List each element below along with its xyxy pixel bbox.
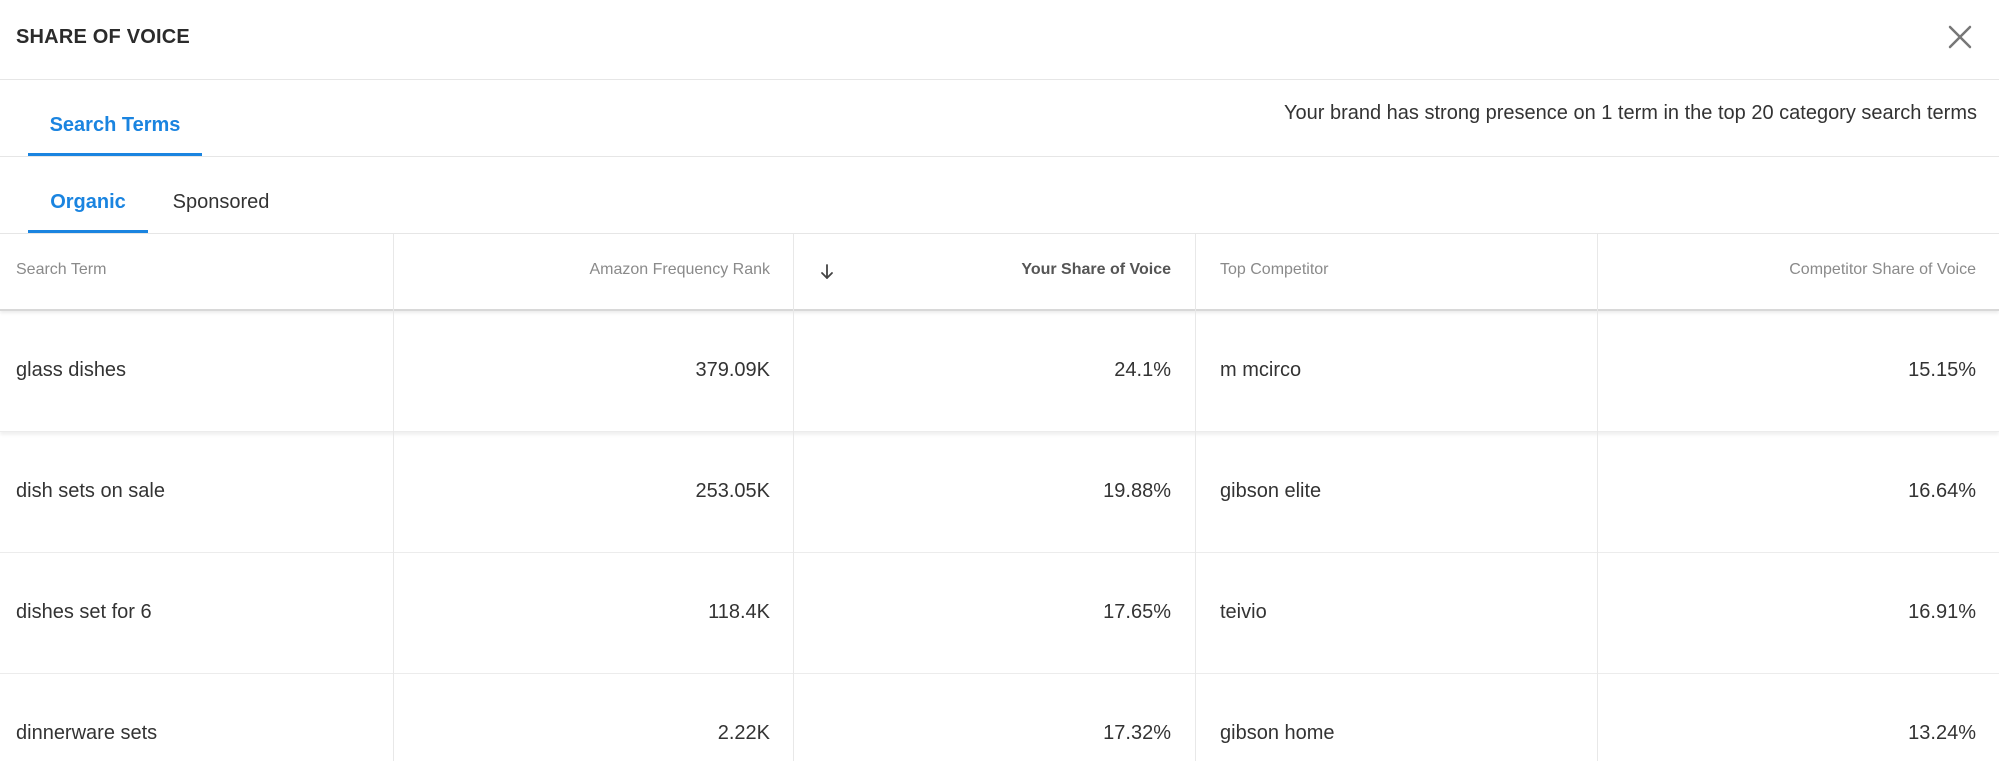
cell-frequency-rank: 118.4K xyxy=(708,601,770,623)
sort-descending-button[interactable] xyxy=(818,262,836,282)
column-divider xyxy=(1195,234,1196,761)
table-row[interactable]: glass dishes 379.09K 24.1% m mcirco 15.1… xyxy=(0,311,1999,432)
share-of-voice-table: Search Term Amazon Frequency Rank Your S… xyxy=(0,234,1999,761)
table-row[interactable]: dinnerware sets 2.22K 17.32% gibson home… xyxy=(0,674,1999,761)
table-header: Search Term Amazon Frequency Rank Your S… xyxy=(0,234,1999,311)
subtabs-bar: Organic Sponsored xyxy=(0,157,1999,234)
cell-search-term: dish sets on sale xyxy=(16,480,165,502)
cell-search-term: dinnerware sets xyxy=(16,722,158,744)
column-divider xyxy=(1597,234,1598,761)
cell-your-share: 24.1% xyxy=(1114,359,1171,381)
cell-frequency-rank: 2.22K xyxy=(717,722,770,744)
table-row[interactable]: dish sets on sale 253.05K 19.88% gibson … xyxy=(0,432,1999,553)
cell-search-term: glass dishes xyxy=(16,359,127,381)
modal-header: SHARE OF VOICE xyxy=(0,0,1999,80)
table-row[interactable]: dishes set for 6 118.4K 17.65% teivio 16… xyxy=(0,553,1999,674)
subtab-sponsored[interactable]: Sponsored xyxy=(172,191,270,213)
cell-competitor-share: 16.64% xyxy=(1908,480,1976,502)
tab-search-terms[interactable]: Search Terms xyxy=(28,80,202,156)
arrow-down-icon[interactable] xyxy=(818,262,836,282)
cell-top-competitor: gibson home xyxy=(1220,722,1335,744)
cell-top-competitor: m mcirco xyxy=(1220,359,1302,381)
cell-competitor-share: 13.24% xyxy=(1908,722,1976,744)
cell-top-competitor: teivio xyxy=(1220,601,1267,623)
cell-competitor-share: 15.15% xyxy=(1908,359,1976,381)
subtab-organic[interactable]: Organic xyxy=(28,157,148,233)
column-header-search-term[interactable]: Search Term xyxy=(16,261,107,278)
close-icon[interactable] xyxy=(1943,20,1977,54)
cell-your-share: 17.65% xyxy=(1103,601,1171,623)
presence-summary: Your brand has strong presence on 1 term… xyxy=(1284,102,1977,124)
column-divider xyxy=(393,234,394,761)
cell-frequency-rank: 253.05K xyxy=(695,480,770,502)
column-divider xyxy=(793,234,794,761)
column-header-top-competitor[interactable]: Top Competitor xyxy=(1220,261,1329,278)
cell-frequency-rank: 379.09K xyxy=(695,359,770,381)
column-header-frequency-rank[interactable]: Amazon Frequency Rank xyxy=(589,261,770,278)
cell-top-competitor: gibson elite xyxy=(1220,480,1322,502)
tabs-bar: Search Terms Your brand has strong prese… xyxy=(0,80,1999,157)
cell-competitor-share: 16.91% xyxy=(1908,601,1976,623)
cell-your-share: 19.88% xyxy=(1103,480,1171,502)
cell-your-share: 17.32% xyxy=(1103,722,1171,744)
modal-title: SHARE OF VOICE xyxy=(16,26,190,48)
column-header-your-share[interactable]: Your Share of Voice xyxy=(1021,261,1171,278)
column-header-competitor-share[interactable]: Competitor Share of Voice xyxy=(1789,261,1976,278)
cell-search-term: dishes set for 6 xyxy=(16,601,152,623)
close-button[interactable] xyxy=(1943,20,1977,54)
